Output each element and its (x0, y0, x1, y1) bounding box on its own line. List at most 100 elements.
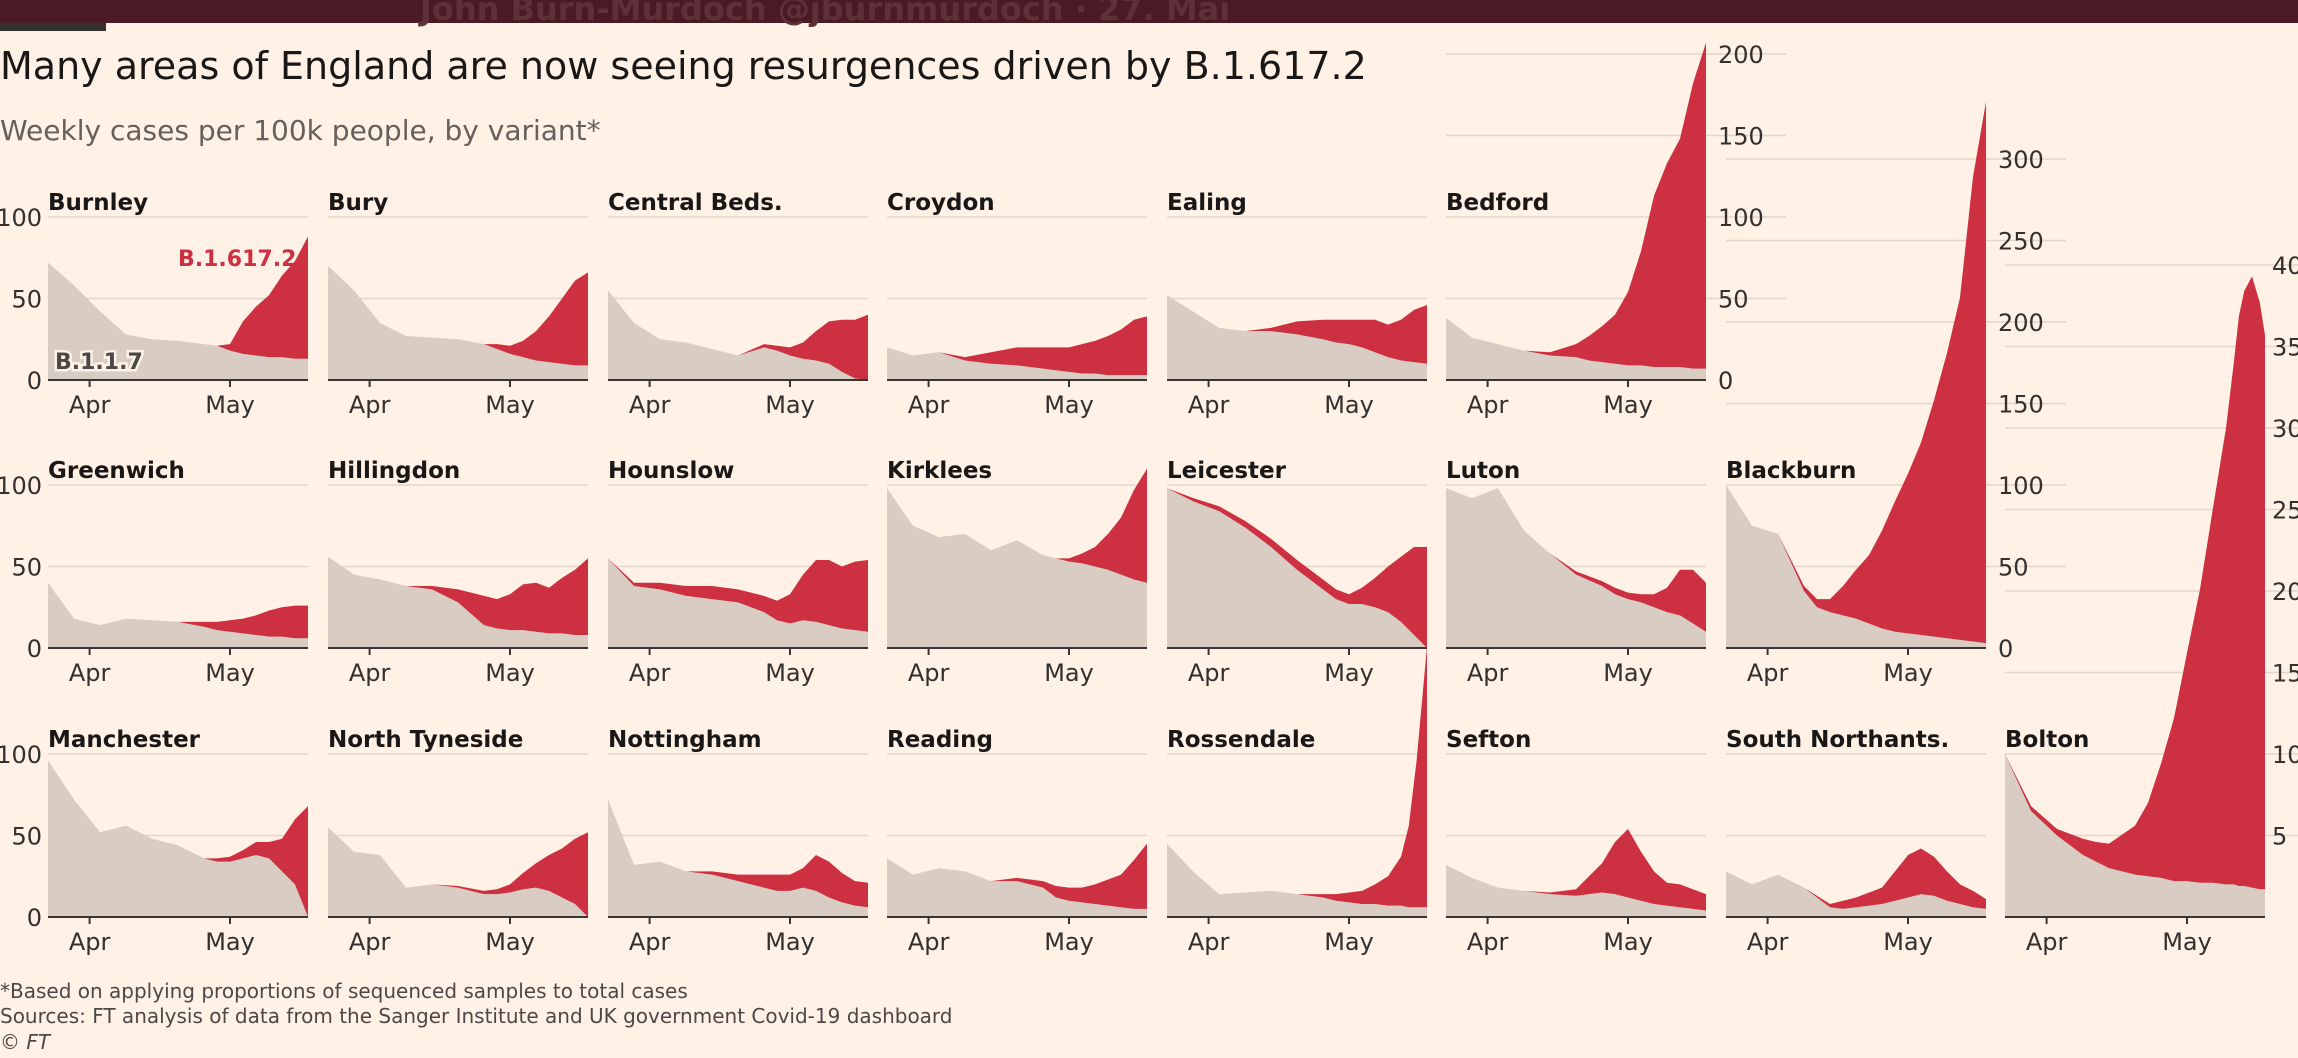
x-tick-label: Apr (69, 928, 111, 956)
y-tick-label-right: 50 (1718, 286, 1749, 314)
y-tick-label-right: 40 (2272, 252, 2298, 280)
y-tick-label-right: 10 (2272, 741, 2298, 769)
area-b117 (1726, 485, 1986, 648)
panel-title: Rossendale (1167, 727, 1315, 753)
panel-title: North Tyneside (328, 727, 523, 753)
y-tick-label-right: 150 (1998, 391, 2044, 419)
x-tick-label: May (1603, 391, 1653, 419)
y-tick-label: 100 (0, 741, 42, 769)
x-tick-label: May (2162, 928, 2212, 956)
x-tick-label: May (1324, 659, 1374, 687)
y-tick-label: 0 (27, 367, 42, 395)
y-tick-label: 50 (11, 286, 42, 314)
panel-blackburn: Apr May Blackburn 0 50 100 150 200 250 300 (1726, 101, 2066, 687)
panel-south-northants: Apr May South Northants. (1726, 727, 1986, 956)
tweet-header-text: John Burn-Murdoch @jburnmurdoch · 27. Ma… (420, 0, 1231, 28)
x-tick-label: May (765, 928, 815, 956)
area-b1617 (608, 799, 868, 908)
area-b117 (1167, 488, 1427, 648)
panel-title: Manchester (48, 727, 201, 753)
panel-title: Nottingham (608, 727, 762, 753)
x-tick-label: May (1324, 391, 1374, 419)
area-b1617 (1167, 488, 1427, 648)
x-tick-label: Apr (349, 659, 391, 687)
x-tick-label: Apr (1467, 928, 1509, 956)
panel-title: Croydon (887, 190, 995, 216)
area-b117 (1726, 871, 1986, 917)
y-tick-label-right: 300 (1998, 146, 2044, 174)
panel-greenwich: Apr May Greenwich (48, 458, 308, 687)
area-b1617 (608, 290, 868, 380)
area-b117 (1167, 843, 1427, 917)
panel-title: Kirklees (887, 458, 992, 484)
panel-luton: Apr May Luton (1446, 458, 1706, 687)
area-b117 (328, 265, 588, 380)
x-tick-label: May (205, 659, 255, 687)
y-tick-label-right: 25 (2272, 497, 2298, 525)
panel-title: Bedford (1446, 190, 1549, 216)
panel-title: Reading (887, 727, 993, 753)
x-tick-label: May (1603, 659, 1653, 687)
area-b117 (1167, 295, 1427, 380)
x-tick-label: Apr (1188, 391, 1230, 419)
x-tick-label: May (1044, 391, 1094, 419)
area-b117 (608, 558, 868, 648)
x-tick-label: May (1044, 659, 1094, 687)
y-tick-label: 0 (27, 635, 42, 663)
area-b117 (1446, 318, 1706, 380)
chart-title: Many areas of England are now seeing res… (0, 44, 1367, 88)
area-b1617 (328, 827, 588, 917)
y-tick-label-right: 200 (1718, 41, 1764, 69)
x-tick-label: Apr (69, 659, 111, 687)
y-tick-label: 100 (0, 204, 42, 232)
panel-title: Central Beds. (608, 190, 783, 216)
x-tick-label: Apr (908, 659, 950, 687)
area-b1617 (608, 558, 868, 632)
panel-north-tyneside: Apr May North Tyneside (328, 727, 588, 956)
top-accent-bar (0, 23, 106, 31)
panel-bolton: Apr May Bolton 5 10 15 20 25 30 35 40 (2005, 252, 2298, 956)
x-tick-label: May (1044, 928, 1094, 956)
x-tick-label: Apr (1467, 659, 1509, 687)
credit-note: © FT (0, 1030, 51, 1054)
x-tick-label: Apr (69, 391, 111, 419)
panel-title: Leicester (1167, 458, 1287, 484)
area-b117 (1446, 488, 1706, 648)
area-b1617 (887, 468, 1147, 583)
y-tick-label-right: 35 (2272, 334, 2298, 362)
area-b117 (1446, 864, 1706, 917)
y-tick-label: 50 (11, 823, 42, 851)
x-tick-label: Apr (1747, 659, 1789, 687)
area-b1617 (1167, 295, 1427, 364)
label-b117: B.1.1.7 (55, 350, 143, 375)
panel-title: Bury (328, 190, 388, 216)
area-b1617 (48, 582, 308, 639)
y-tick-label-right: 0 (1998, 635, 2013, 663)
x-tick-label: Apr (349, 391, 391, 419)
area-b1617 (1726, 101, 1986, 644)
x-tick-label: Apr (1188, 928, 1230, 956)
area-b1617 (1167, 646, 1427, 908)
panel-title: Burnley (48, 190, 148, 216)
y-tick-label-right: 250 (1998, 228, 2044, 256)
y-tick-label: 100 (0, 472, 42, 500)
area-b117 (608, 799, 868, 917)
area-b117 (2005, 754, 2265, 917)
panel-croydon: Apr May Croydon (887, 190, 1147, 419)
x-tick-label: Apr (908, 928, 950, 956)
y-tick-label-right: 5 (2272, 823, 2287, 851)
area-b1617 (1446, 828, 1706, 911)
area-b117 (48, 760, 308, 917)
x-tick-label: May (485, 928, 535, 956)
panel-title: Hillingdon (328, 458, 460, 484)
y-tick-label-right: 100 (1998, 472, 2044, 500)
area-b1617 (887, 316, 1147, 376)
panel-bury: Apr May Bury (328, 190, 588, 419)
panel-manchester: Apr May Manchester (48, 727, 308, 956)
x-tick-label: Apr (908, 391, 950, 419)
x-tick-label: May (205, 928, 255, 956)
area-b1617 (328, 556, 588, 635)
x-tick-label: Apr (2026, 928, 2068, 956)
panel-burnley: Apr May Burnley (48, 190, 308, 419)
